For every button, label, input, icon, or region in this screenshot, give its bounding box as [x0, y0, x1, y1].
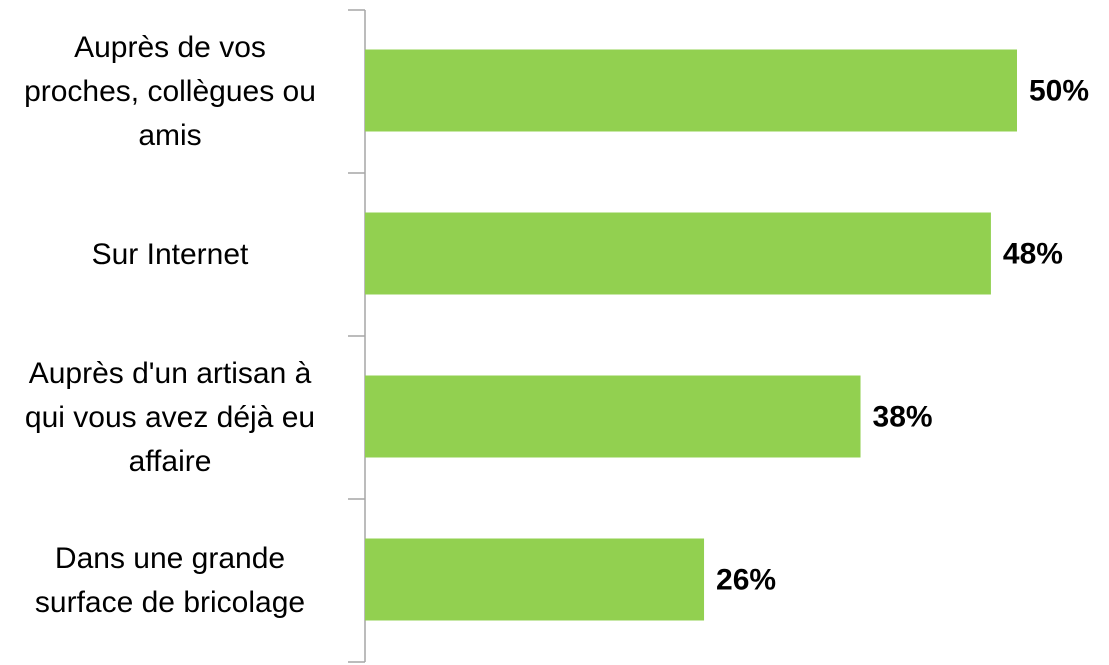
bar	[365, 212, 991, 295]
category-label: Dans une grande surface de bricolage	[0, 499, 340, 662]
bar	[365, 49, 1017, 132]
category-text: Sur Internet	[91, 237, 249, 271]
data-label: 48%	[1003, 237, 1063, 270]
category-label: Sur Internet	[0, 173, 340, 336]
bar	[365, 375, 861, 458]
category-text: Auprès de vos proches, collègues ou amis	[24, 30, 316, 152]
category-text: Auprès d'un artisan à qui vous avez déjà…	[24, 356, 316, 478]
data-label: 50%	[1029, 74, 1089, 107]
category-text: Dans une grande surface de bricolage	[34, 541, 306, 619]
data-label: 38%	[873, 400, 933, 433]
category-label: Auprès d'un artisan à qui vous avez déjà…	[0, 336, 340, 499]
bar	[365, 538, 705, 621]
data-label: 26%	[716, 563, 776, 596]
category-label: Auprès de vos proches, collègues ou amis	[0, 10, 340, 173]
